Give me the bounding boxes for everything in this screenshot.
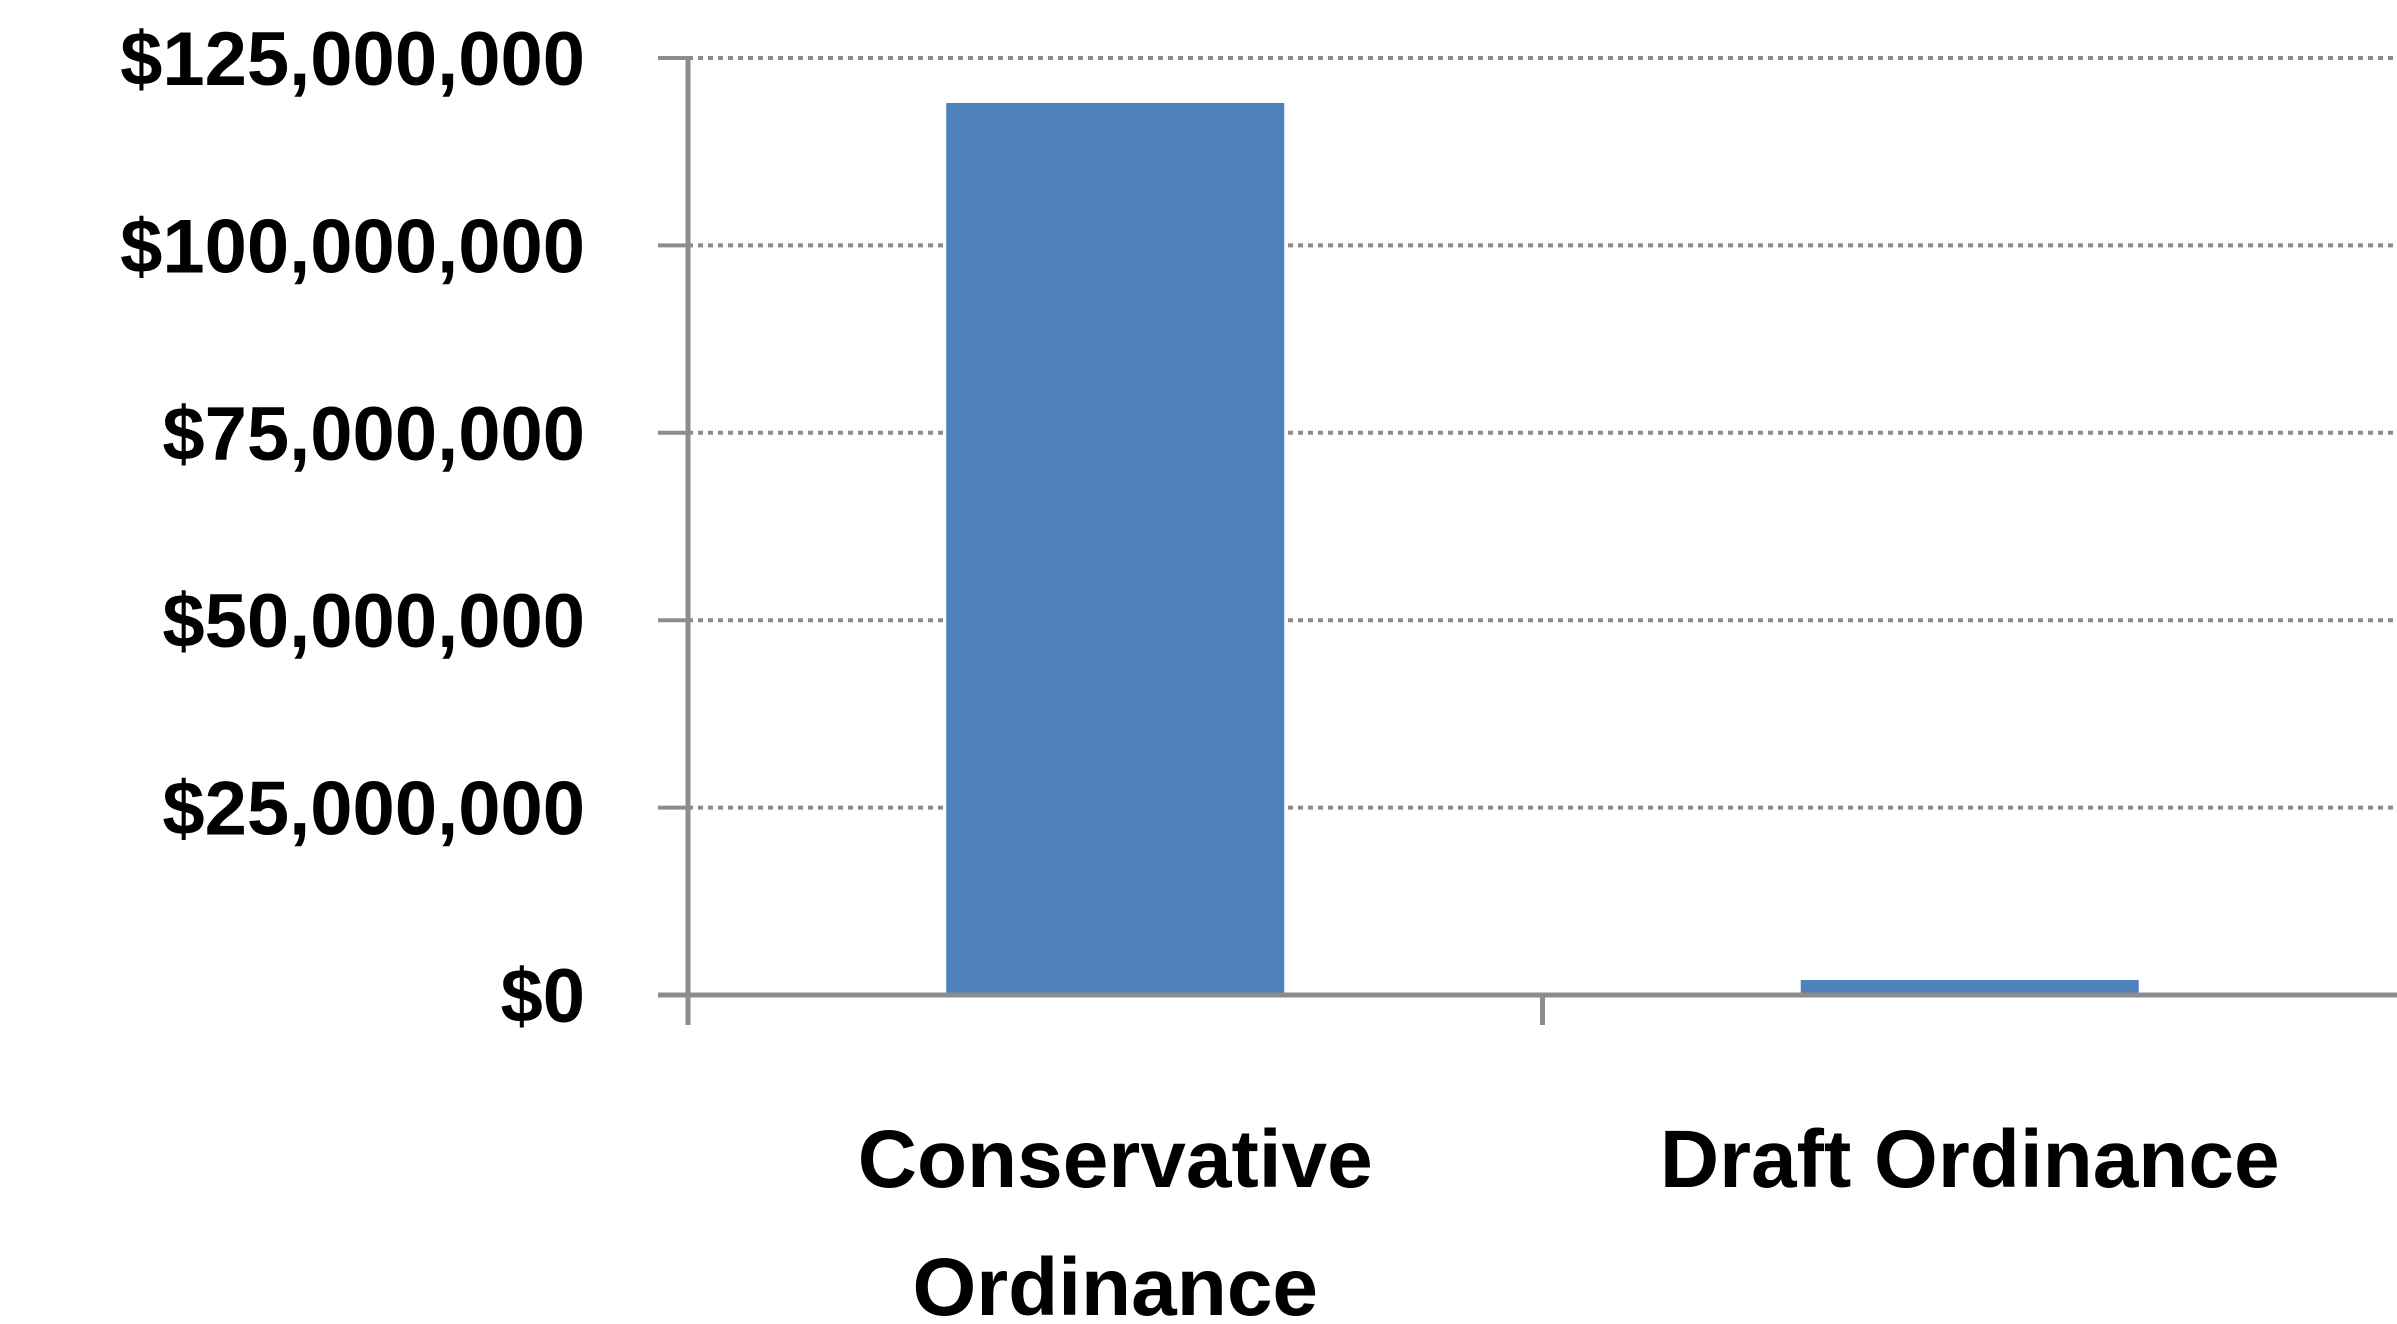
x-category-label: Conservative <box>858 1114 1373 1205</box>
gridlines <box>688 56 2397 810</box>
y-tick-label: $125,000,000 <box>120 17 585 102</box>
labels: $0 $25,000,000 $50,000,000 $75,000,000 $100,… <box>120 17 2280 1324</box>
y-tick-label: $25,000,000 <box>162 767 585 852</box>
bars <box>946 102 2139 995</box>
bar <box>1800 980 2139 995</box>
x-category-label: Ordinance <box>912 1242 1318 1324</box>
y-tick-label: $50,000,000 <box>162 579 585 664</box>
y-tick-label: $0 <box>500 954 585 1039</box>
x-category-label: Draft Ordinance <box>1660 1114 2280 1205</box>
y-tick-label: $100,000,000 <box>120 204 585 289</box>
y-tick-label: $75,000,000 <box>162 392 585 477</box>
bar <box>946 102 1285 995</box>
axes <box>658 56 2397 1025</box>
